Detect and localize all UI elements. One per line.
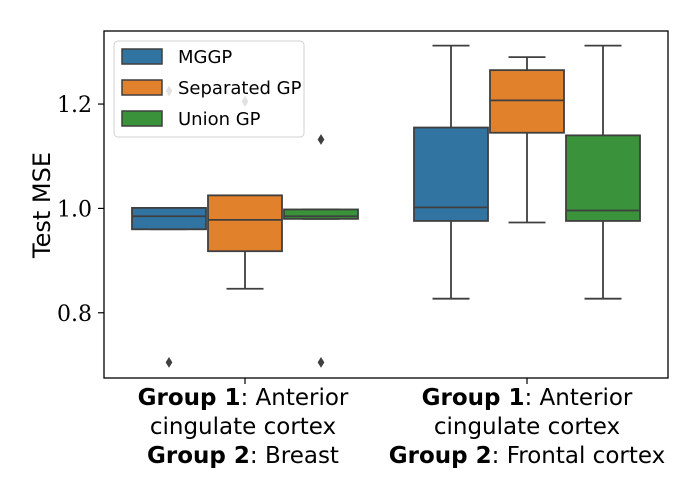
plot-area: 0.8 1.0 1.2 [57, 30, 669, 384]
outlier-point-1 [317, 134, 325, 145]
box-iqr [283, 208, 359, 220]
y-axis-title: Test MSE [28, 152, 56, 259]
y-tick-label-1: 1.0 [57, 197, 92, 222]
box-iqr [207, 194, 283, 253]
box-iqr [413, 126, 489, 222]
plot-frame [103, 30, 669, 379]
box-union-gp-group-2 [565, 44, 641, 300]
box-iqr [131, 206, 207, 231]
legend-label-separated-gp: Separated GP [178, 78, 302, 99]
x-category-label-line: cingulate cortex [433, 414, 621, 440]
box-mggp-group-2 [413, 44, 489, 300]
x-category-label-bold: Group 2 [147, 443, 250, 469]
outlier-point-0 [317, 356, 325, 368]
box-union-gp-group-1 [283, 134, 359, 368]
x-category-label-bold: Group 2 [388, 443, 492, 469]
box-iqr [565, 134, 641, 222]
x-category-label-line: Group 1: Anterior [421, 385, 633, 411]
legend-swatch-separated-gp [121, 79, 163, 96]
x-category-label-1: Group 1: Anterior cingulate cortex Group 2… [377, 384, 677, 471]
legend-swatch-union-gp [121, 110, 163, 127]
legend-swatch-mggp [121, 48, 163, 65]
outlier-point-0 [165, 356, 173, 368]
x-category-label-bold: Group 1 [421, 385, 525, 411]
box-separated-gp-group-2 [489, 56, 565, 224]
legend-label-mggp: MGGP [178, 47, 232, 68]
x-category-label-line: Group 1: Anterior [137, 385, 349, 411]
x-category-label-bold: Group 1 [137, 385, 241, 411]
y-tick-label-0: 0.8 [57, 302, 92, 327]
box-iqr [489, 69, 565, 134]
x-category-label-line: Group 2: Breast [147, 443, 339, 469]
y-tick-label-2: 1.2 [57, 93, 92, 118]
x-category-label-0: Group 1: Anterior cingulate cortex Group 2… [93, 384, 393, 471]
legend-label-union-gp: Union GP [178, 109, 261, 130]
x-category-label-line: cingulate cortex [149, 414, 337, 440]
x-axis-category-labels: Group 1: Anterior cingulate cortex Group 2… [0, 384, 700, 500]
legend: MGGP Separated GP Union GP [113, 40, 305, 138]
box-separated-gp-group-1 [207, 96, 283, 290]
x-category-label-line: Group 2: Frontal cortex [388, 443, 666, 469]
